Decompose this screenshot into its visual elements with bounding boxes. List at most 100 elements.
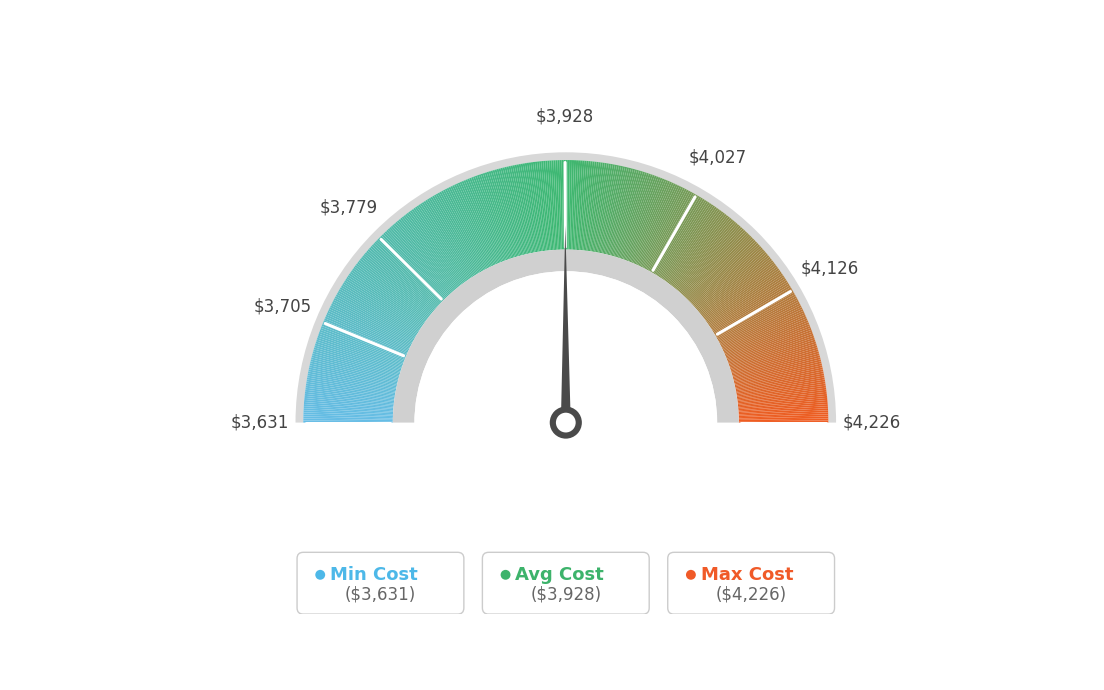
Wedge shape: [677, 221, 736, 291]
Wedge shape: [723, 315, 806, 353]
Wedge shape: [320, 328, 404, 362]
Wedge shape: [565, 160, 567, 250]
Wedge shape: [739, 420, 828, 422]
Wedge shape: [614, 170, 641, 257]
Wedge shape: [737, 388, 826, 401]
Wedge shape: [729, 334, 814, 365]
Wedge shape: [667, 209, 720, 283]
Wedge shape: [353, 266, 426, 321]
Wedge shape: [620, 173, 651, 259]
Wedge shape: [304, 418, 393, 421]
Wedge shape: [545, 161, 553, 250]
Wedge shape: [323, 318, 407, 355]
Wedge shape: [736, 384, 826, 398]
Wedge shape: [309, 365, 397, 386]
Wedge shape: [374, 241, 440, 304]
Wedge shape: [384, 231, 447, 297]
Wedge shape: [641, 187, 683, 268]
Wedge shape: [400, 217, 458, 288]
Wedge shape: [699, 255, 769, 313]
Polygon shape: [561, 226, 571, 422]
Wedge shape: [580, 161, 588, 250]
Wedge shape: [304, 400, 393, 409]
Wedge shape: [352, 268, 426, 322]
Wedge shape: [606, 167, 629, 255]
Wedge shape: [739, 418, 828, 421]
Wedge shape: [408, 211, 463, 284]
Wedge shape: [368, 249, 436, 309]
Wedge shape: [724, 318, 808, 355]
Wedge shape: [450, 186, 491, 267]
Wedge shape: [369, 248, 437, 308]
Wedge shape: [315, 346, 401, 373]
Wedge shape: [708, 272, 782, 324]
Wedge shape: [671, 214, 726, 286]
Wedge shape: [710, 277, 785, 328]
Wedge shape: [582, 161, 593, 250]
Wedge shape: [678, 223, 737, 292]
Text: Avg Cost: Avg Cost: [516, 566, 604, 584]
Wedge shape: [392, 224, 453, 293]
Wedge shape: [737, 390, 827, 402]
Wedge shape: [370, 246, 438, 307]
Circle shape: [550, 406, 582, 439]
Wedge shape: [326, 315, 408, 353]
Wedge shape: [323, 320, 406, 357]
Wedge shape: [736, 380, 825, 395]
Wedge shape: [347, 277, 422, 328]
Wedge shape: [427, 199, 476, 276]
Wedge shape: [732, 347, 818, 374]
Wedge shape: [732, 349, 818, 375]
Wedge shape: [312, 351, 400, 377]
Wedge shape: [712, 282, 788, 331]
Wedge shape: [555, 160, 561, 250]
Wedge shape: [739, 408, 828, 415]
Wedge shape: [718, 298, 798, 342]
Wedge shape: [631, 180, 668, 264]
Wedge shape: [327, 313, 408, 351]
Wedge shape: [626, 176, 659, 261]
Wedge shape: [310, 362, 397, 384]
Circle shape: [316, 570, 326, 580]
Wedge shape: [415, 206, 467, 281]
Wedge shape: [529, 162, 543, 251]
Wedge shape: [306, 388, 394, 401]
Wedge shape: [443, 190, 486, 270]
Text: $3,928: $3,928: [535, 108, 594, 126]
Wedge shape: [605, 167, 627, 255]
Wedge shape: [316, 339, 402, 369]
Wedge shape: [380, 235, 445, 300]
Wedge shape: [569, 160, 572, 250]
Wedge shape: [379, 237, 444, 302]
Wedge shape: [388, 228, 449, 295]
Wedge shape: [308, 369, 396, 389]
Wedge shape: [676, 220, 735, 290]
Wedge shape: [359, 260, 429, 317]
Circle shape: [500, 570, 510, 580]
Wedge shape: [375, 240, 442, 303]
Wedge shape: [720, 304, 800, 345]
Wedge shape: [305, 394, 394, 405]
Wedge shape: [362, 255, 433, 313]
Wedge shape: [564, 160, 565, 250]
Wedge shape: [439, 192, 484, 271]
Wedge shape: [597, 164, 615, 253]
Wedge shape: [731, 346, 817, 373]
Wedge shape: [692, 243, 758, 305]
Wedge shape: [307, 375, 395, 393]
Wedge shape: [733, 353, 819, 378]
Wedge shape: [325, 317, 407, 354]
Wedge shape: [611, 169, 635, 256]
Wedge shape: [418, 204, 469, 279]
Wedge shape: [479, 174, 510, 259]
Wedge shape: [535, 161, 546, 250]
Wedge shape: [423, 201, 474, 277]
Wedge shape: [315, 344, 401, 372]
Wedge shape: [442, 190, 485, 270]
Wedge shape: [394, 223, 454, 292]
Wedge shape: [492, 170, 519, 257]
Wedge shape: [475, 175, 507, 260]
Wedge shape: [703, 264, 776, 319]
Wedge shape: [673, 217, 730, 288]
Wedge shape: [332, 302, 412, 344]
